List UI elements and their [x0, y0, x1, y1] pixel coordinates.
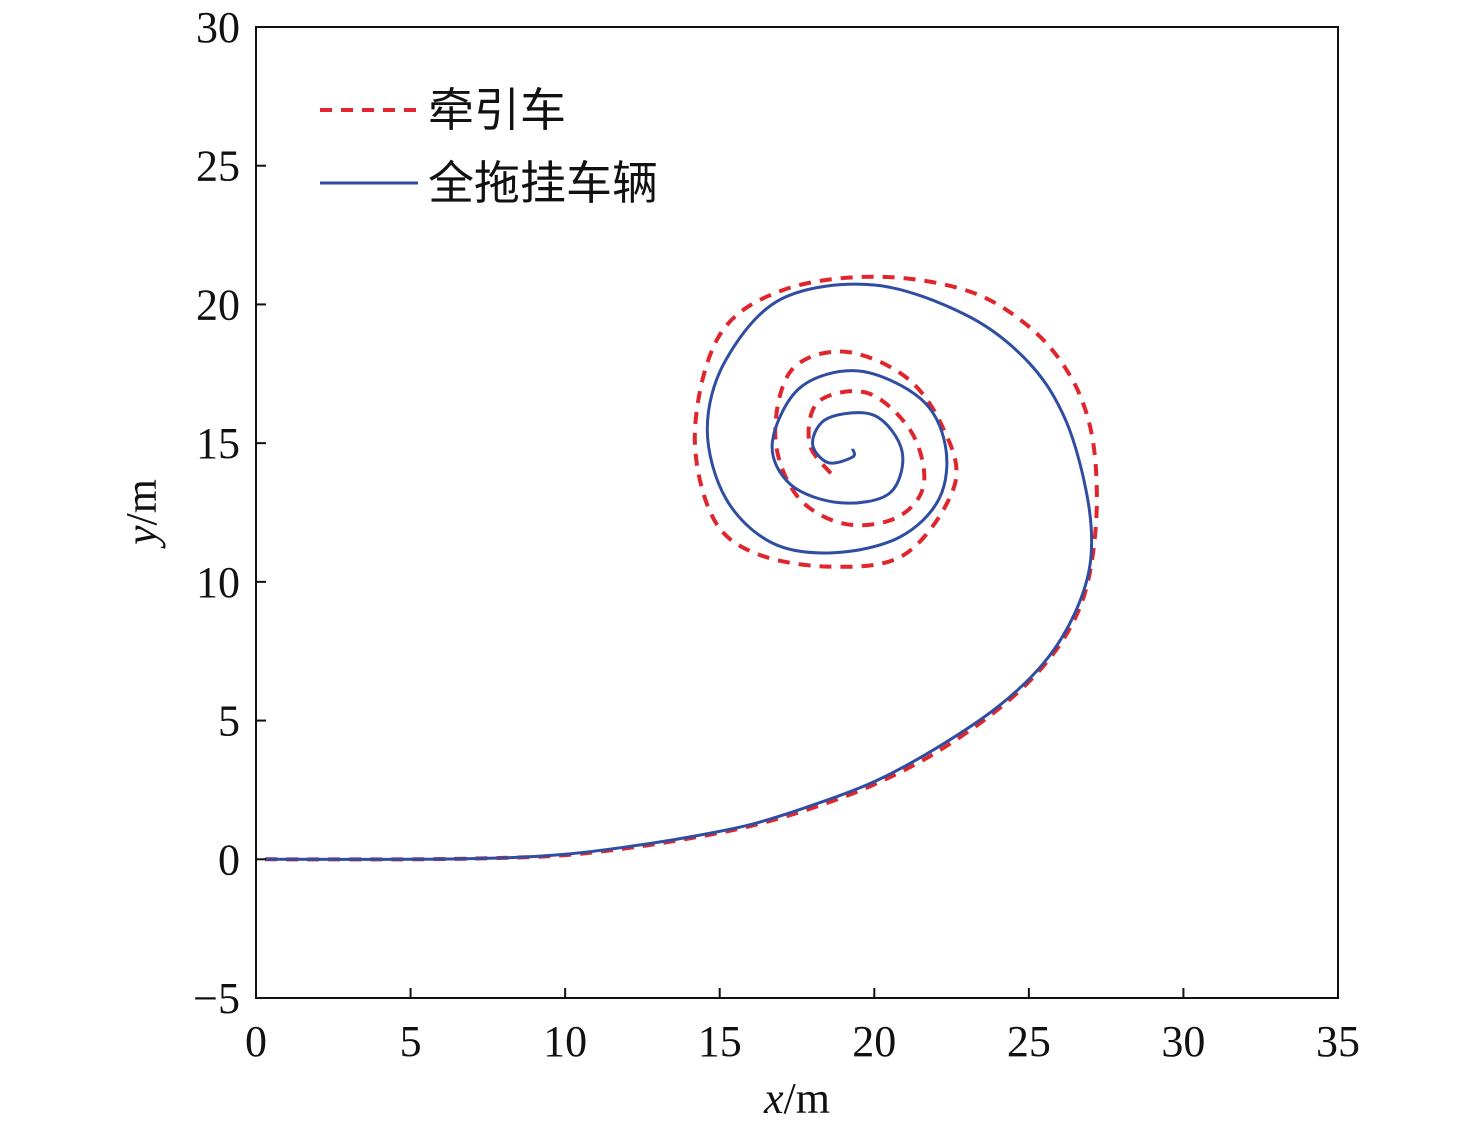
x-tick-label: 10 [543, 1017, 587, 1066]
y-tick-label: −5 [193, 974, 240, 1023]
legend-label-tractor: 牵引车 [428, 83, 566, 137]
y-tick-label: 10 [196, 558, 240, 607]
plot-frame [255, 26, 1339, 999]
plot-area [265, 274, 1099, 862]
y-tick-label: 5 [218, 697, 240, 746]
x-tick-label: 0 [245, 1017, 267, 1066]
x-tick-label: 15 [698, 1017, 742, 1066]
x-tick-label: 5 [400, 1017, 422, 1066]
series-line-tractor [265, 274, 1099, 862]
legend: 牵引车 全拖挂车辆 [320, 83, 658, 210]
series-line-full-trailer [265, 282, 1094, 861]
legend-label-full-trailer: 全拖挂车辆 [428, 156, 658, 210]
x-tick-label: 20 [852, 1017, 896, 1066]
y-tick-label: 0 [218, 835, 240, 884]
x-tick-label: 35 [1316, 1017, 1360, 1066]
y-tick-label: 25 [196, 142, 240, 191]
y-tick-label: 30 [196, 3, 240, 52]
y-tick-label: 15 [196, 419, 240, 468]
x-tick-label: 30 [1161, 1017, 1205, 1066]
x-tick-label: 25 [1007, 1017, 1051, 1066]
x-axis-label: x/m [763, 1074, 830, 1123]
y-tick-label: 20 [196, 280, 240, 329]
y-axis-label: y/m [117, 479, 166, 549]
